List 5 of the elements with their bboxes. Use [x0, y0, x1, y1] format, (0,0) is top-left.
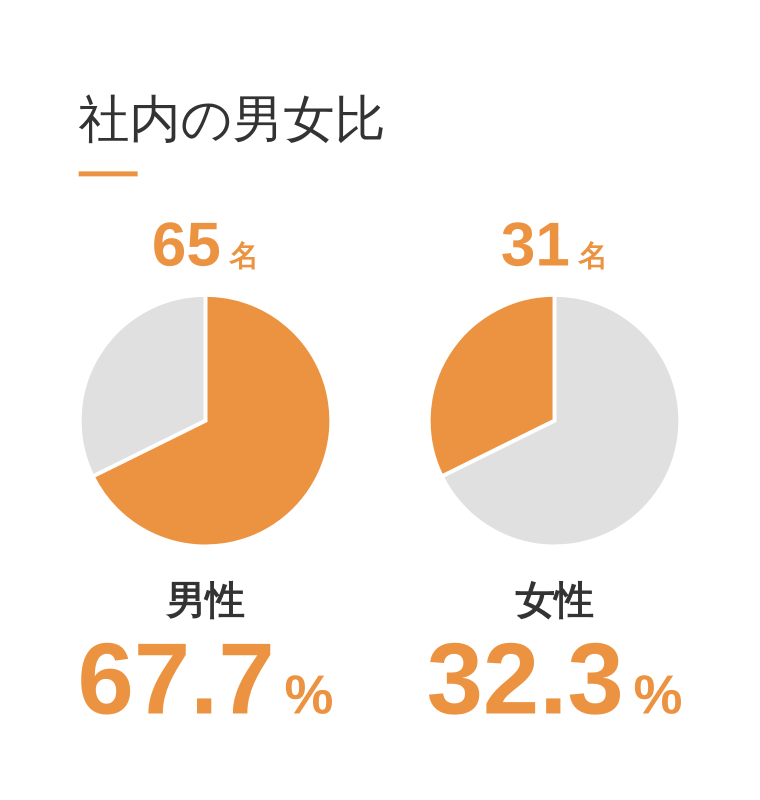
text: 67.7%: [78, 622, 334, 736]
text: 女性: [514, 578, 594, 622]
chart-title: 社内の男女比: [78, 90, 386, 150]
text: 32.3%: [426, 622, 682, 736]
text: 男性: [165, 578, 244, 622]
